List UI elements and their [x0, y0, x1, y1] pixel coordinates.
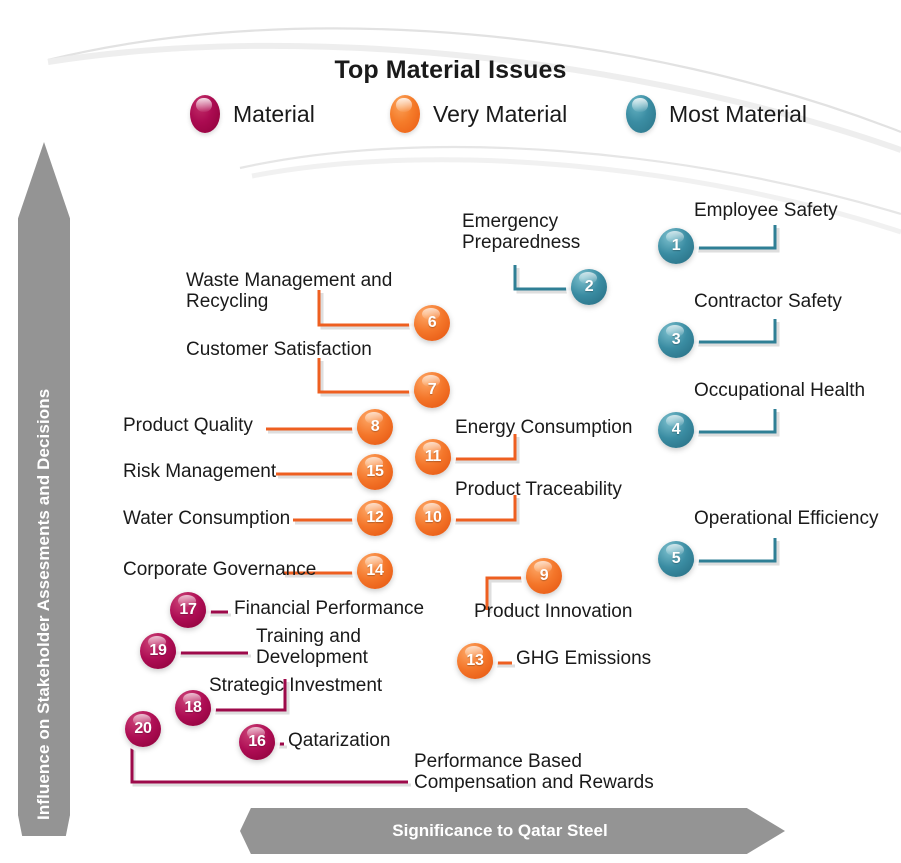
data-label-emergency-preparedness: Emergency Preparedness	[462, 211, 581, 254]
data-point-16[interactable]: 16	[239, 724, 275, 760]
data-label-energy-consumption: Energy Consumption	[455, 417, 633, 438]
data-point-14-number: 14	[366, 562, 384, 579]
data-point-3[interactable]: 3	[658, 322, 694, 358]
data-point-8[interactable]: 8	[357, 409, 393, 445]
data-label-waste-management: Waste Management and Recycling	[186, 270, 393, 313]
data-point-11-number: 11	[424, 448, 442, 465]
data-point-15-number: 15	[366, 463, 384, 480]
data-label-employee-safety: Employee Safety	[694, 200, 838, 221]
data-point-4[interactable]: 4	[658, 412, 694, 448]
data-point-5[interactable]: 5	[658, 541, 694, 577]
data-label-water-consumption: Water Consumption	[123, 508, 291, 529]
data-point-19-number: 19	[149, 642, 167, 659]
data-label-product-quality: Product Quality	[123, 415, 253, 436]
data-point-10-number: 10	[424, 509, 442, 526]
data-point-6-number: 6	[427, 314, 437, 331]
legend-swatch-most-material-icon	[626, 95, 656, 133]
data-point-15[interactable]: 15	[357, 454, 393, 490]
data-point-14[interactable]: 14	[357, 553, 393, 589]
x-axis-arrow-icon	[240, 808, 785, 854]
data-point-2-number: 2	[584, 278, 594, 295]
legend-item-most-material: Most Material	[626, 95, 807, 133]
legend-item-material: Material	[190, 95, 315, 133]
legend-item-very-material: Very Material	[390, 95, 567, 133]
data-point-9[interactable]: 9	[526, 558, 562, 594]
legend-swatch-very-material-icon	[390, 95, 420, 133]
data-point-19[interactable]: 19	[140, 633, 176, 669]
data-point-17[interactable]: 17	[170, 592, 206, 628]
data-point-17-number: 17	[179, 601, 197, 618]
data-label-occupational-health: Occupational Health	[694, 380, 866, 401]
data-point-10[interactable]: 10	[415, 500, 451, 536]
data-point-6[interactable]: 6	[414, 305, 450, 341]
data-label-product-innovation: Product Innovation	[474, 601, 633, 622]
data-point-12-number: 12	[366, 509, 384, 526]
data-point-20[interactable]: 20	[125, 711, 161, 747]
data-point-1[interactable]: 1	[658, 228, 694, 264]
data-label-customer-satisfaction: Customer Satisfaction	[186, 339, 372, 360]
data-point-4-number: 4	[671, 421, 681, 438]
y-axis-arrow-icon	[18, 142, 70, 836]
data-label-operational-efficiency: Operational Efficiency	[694, 508, 879, 529]
data-point-5-number: 5	[671, 550, 681, 567]
data-label-performance-based-comp: Performance Based Compensation and Rewar…	[414, 751, 654, 794]
data-point-9-number: 9	[539, 567, 549, 584]
data-label-product-traceability: Product Traceability	[455, 479, 622, 500]
data-point-1-number: 1	[671, 237, 681, 254]
data-label-financial-performance: Financial Performance	[234, 598, 425, 619]
data-label-qatarization: Qatarization	[288, 730, 391, 751]
data-point-18[interactable]: 18	[175, 690, 211, 726]
data-point-18-number: 18	[184, 699, 202, 716]
data-point-11[interactable]: 11	[415, 439, 451, 475]
data-label-strategic-investment: Strategic Investment	[209, 675, 383, 696]
data-point-13[interactable]: 13	[457, 643, 493, 679]
data-point-16-number: 16	[248, 733, 266, 750]
data-label-contractor-safety: Contractor Safety	[694, 291, 842, 312]
legend-label-material: Material	[233, 100, 315, 127]
data-point-8-number: 8	[370, 418, 380, 435]
x-axis-label: Significance to Qatar Steel	[392, 821, 608, 840]
data-label-corporate-governance: Corporate Governance	[123, 559, 317, 580]
legend-label-most-material: Most Material	[669, 100, 808, 127]
data-point-7-number: 7	[427, 381, 437, 398]
data-label-ghg-emissions: GHG Emissions	[516, 648, 652, 669]
data-label-training-development: Training and Development	[256, 626, 368, 669]
data-point-7[interactable]: 7	[414, 372, 450, 408]
y-axis: Influence on Stakeholder Assesments and …	[18, 142, 70, 836]
legend-label-very-material: Very Material	[433, 100, 568, 127]
legend-swatch-material-icon	[190, 95, 220, 133]
data-point-2[interactable]: 2	[571, 269, 607, 305]
data-point-3-number: 3	[671, 331, 681, 348]
data-label-risk-management: Risk Management	[123, 461, 277, 482]
data-point-13-number: 13	[466, 652, 484, 669]
legend: Material Very Material Most Material	[190, 95, 830, 145]
data-point-20-number: 20	[134, 720, 152, 737]
x-axis: Significance to Qatar Steel	[240, 808, 785, 854]
page-title: Top Material Issues	[334, 56, 567, 84]
data-point-12[interactable]: 12	[357, 500, 393, 536]
